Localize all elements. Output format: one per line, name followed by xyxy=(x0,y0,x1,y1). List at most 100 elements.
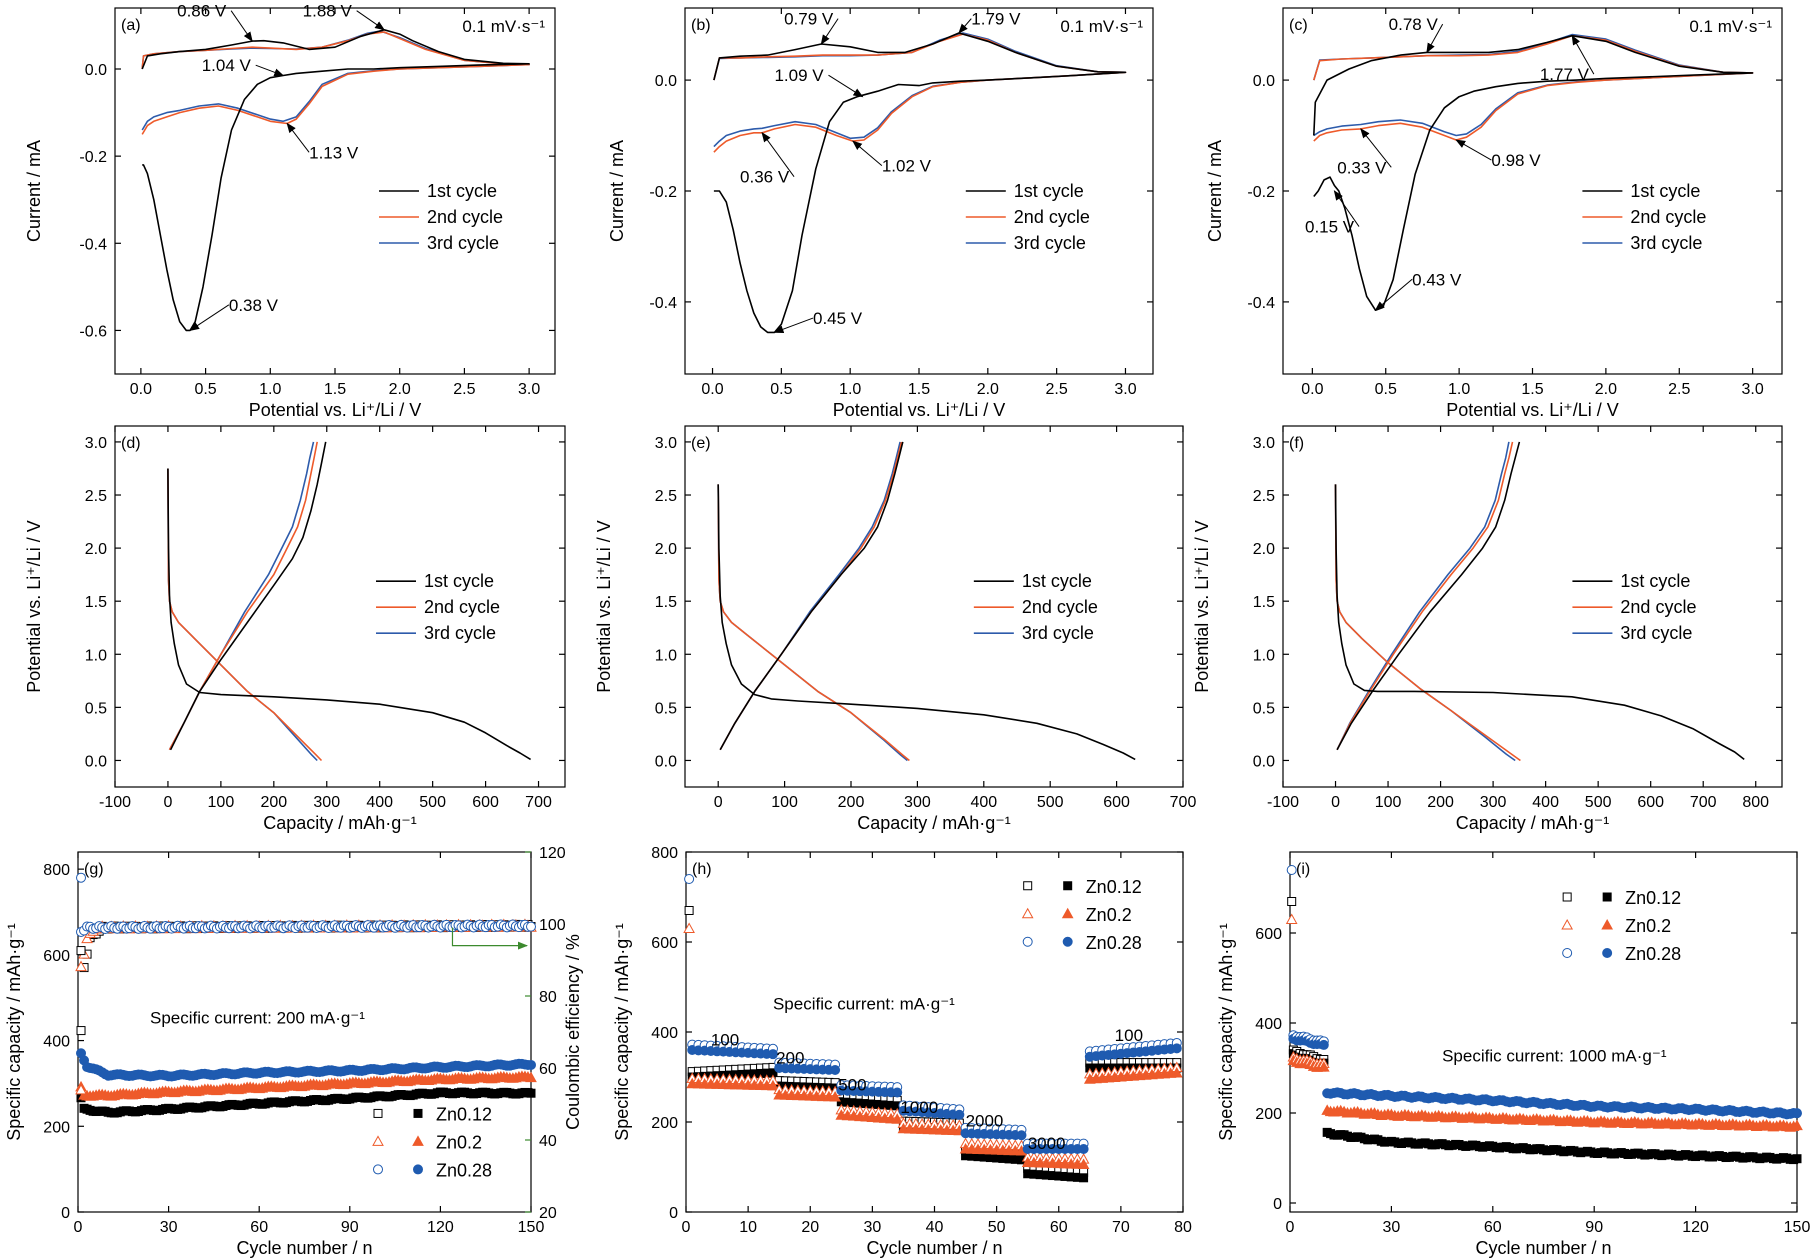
x-tick-label: 1.0 xyxy=(1448,381,1470,398)
capacity-point xyxy=(526,1088,536,1098)
first-cycle-point xyxy=(76,872,87,883)
y-tick-label: 0.5 xyxy=(85,700,107,717)
panel-label: (a) xyxy=(121,17,141,34)
x-tick-label: 1.0 xyxy=(259,381,281,398)
x-tick-label: 500 xyxy=(1037,794,1064,811)
x-tick-label: 90 xyxy=(341,1219,359,1236)
capacity-point xyxy=(525,1071,537,1083)
scan-rate-label: 0.1 mV·s⁻¹ xyxy=(1060,17,1143,36)
y-tick-label: 2.0 xyxy=(655,541,677,558)
annotation-arrow xyxy=(230,10,253,42)
scan-rate-label: 0.1 mV·s⁻¹ xyxy=(1689,17,1772,36)
y2-tick-label: 20 xyxy=(539,1205,557,1222)
gcd-curve xyxy=(167,468,323,762)
gcd-curve xyxy=(719,441,904,751)
x-tick-label: 30 xyxy=(160,1219,178,1236)
annotation-arrow xyxy=(852,140,883,166)
capacity-point xyxy=(891,1113,904,1124)
annotation-arrow xyxy=(1426,23,1444,54)
x-tick-label: 0 xyxy=(682,1219,691,1236)
x-tick-label: 2.5 xyxy=(453,381,475,398)
y-tick-label: 0.0 xyxy=(655,73,677,90)
chart-d: -100 0 100 200 300 400 500 600 700 0.0 0.5 1.0 1.5 2.… xyxy=(24,425,566,833)
legend-marker-filled xyxy=(1602,892,1612,902)
rate-label: 500 xyxy=(838,1076,866,1095)
legend-label: 1st cycle xyxy=(424,571,494,591)
x-tick-label: 20 xyxy=(801,1219,819,1236)
first-cycle-point xyxy=(1287,897,1297,906)
y-tick-label: 3.0 xyxy=(85,435,107,452)
annotation-arrow xyxy=(1571,34,1595,75)
x-tick-label: 3.0 xyxy=(1742,381,1764,398)
capacity-point xyxy=(954,1109,965,1120)
y-axis-title: Potential vs. Li⁺/Li / V xyxy=(1192,520,1212,693)
y-tick-label: 0.5 xyxy=(655,700,677,717)
legend-label: 2nd cycle xyxy=(1014,207,1090,227)
legend-marker-open xyxy=(1562,892,1572,902)
x-tick-label: 120 xyxy=(427,1219,454,1236)
y-tick-label: 400 xyxy=(651,1025,678,1042)
specific-current-label: Specific current: 1000 mA·g⁻¹ xyxy=(1442,1046,1667,1065)
legend-marker-open xyxy=(373,1108,383,1118)
y-tick-label: 400 xyxy=(43,1034,70,1051)
y-tick-label: 800 xyxy=(651,845,678,862)
panel-label: (e) xyxy=(691,435,711,452)
x-tick-label: 60 xyxy=(250,1219,268,1236)
x-tick-label: 60 xyxy=(1050,1219,1068,1236)
x-axis-title: Cycle number / n xyxy=(236,1238,372,1258)
annotation-arrow xyxy=(1360,128,1392,168)
peak-annotation: 1.13 V xyxy=(309,143,359,162)
y-axis-title: Current / mA xyxy=(24,140,44,242)
x-tick-label: 2.0 xyxy=(1595,381,1617,398)
x-tick-label: 1.5 xyxy=(1521,381,1543,398)
plot-frame xyxy=(684,425,1184,788)
y-tick-label: 2.5 xyxy=(1253,488,1275,505)
cv-curve xyxy=(713,33,1127,153)
capacity-point xyxy=(1318,1039,1329,1050)
rate-label: 1000 xyxy=(900,1098,938,1117)
gcd-curve xyxy=(717,484,910,762)
capacity-point xyxy=(829,1091,841,1102)
legend-label: Zn0.12 xyxy=(436,1104,492,1124)
x-tick-label: 0.5 xyxy=(1375,381,1397,398)
x-tick-label: 150 xyxy=(518,1219,545,1236)
legend-marker-open xyxy=(372,1135,384,1146)
x-axis-title: Potential vs. Li⁺/Li / V xyxy=(833,400,1006,420)
x-tick-label: 0 xyxy=(163,794,172,811)
rate-label: 100 xyxy=(1115,1026,1143,1045)
ce-point xyxy=(526,921,536,932)
x-tick-label: 0.0 xyxy=(701,381,723,398)
capacity-point xyxy=(892,1087,903,1098)
x-tick-label: 60 xyxy=(1484,1219,1502,1236)
annotation-arrow xyxy=(255,64,285,77)
legend-label: 1st cycle xyxy=(427,181,497,201)
y-tick-label: -0.6 xyxy=(79,323,107,340)
x-tick-label: 800 xyxy=(1742,794,1769,811)
y-tick-label: 600 xyxy=(651,935,678,952)
x-tick-label: 500 xyxy=(1585,794,1612,811)
ce-point xyxy=(76,1026,86,1036)
y-tick-label: 0.0 xyxy=(655,753,677,770)
peak-annotation: 0.98 V xyxy=(1491,151,1541,170)
legend-marker-filled xyxy=(1602,948,1613,958)
annotation-arrow xyxy=(828,74,864,98)
rate-label: 100 xyxy=(711,1031,739,1050)
x-tick-label: 90 xyxy=(1585,1219,1603,1236)
legend-label: Zn0.2 xyxy=(1086,905,1132,925)
y-tick-label: 200 xyxy=(43,1119,70,1136)
legend-label: 3rd cycle xyxy=(424,623,496,643)
peak-annotation: 0.38 V xyxy=(229,296,279,315)
annotation-arrow xyxy=(773,317,814,334)
capacity-point xyxy=(1170,1066,1183,1078)
legend-label: 1st cycle xyxy=(1014,181,1084,201)
x-tick-label: 0.5 xyxy=(770,381,792,398)
y-tick-label: -0.4 xyxy=(1247,295,1275,312)
x-tick-label: 150 xyxy=(1784,1219,1811,1236)
peak-annotation: 0.86 V xyxy=(177,2,227,21)
y-tick-label: 1.5 xyxy=(85,594,107,611)
capacity-point xyxy=(526,1059,536,1070)
annotation-arrow xyxy=(958,18,972,34)
y-axis-title: Specific capacity / mAh·g⁻¹ xyxy=(612,923,632,1141)
cv-curve xyxy=(713,32,1127,334)
